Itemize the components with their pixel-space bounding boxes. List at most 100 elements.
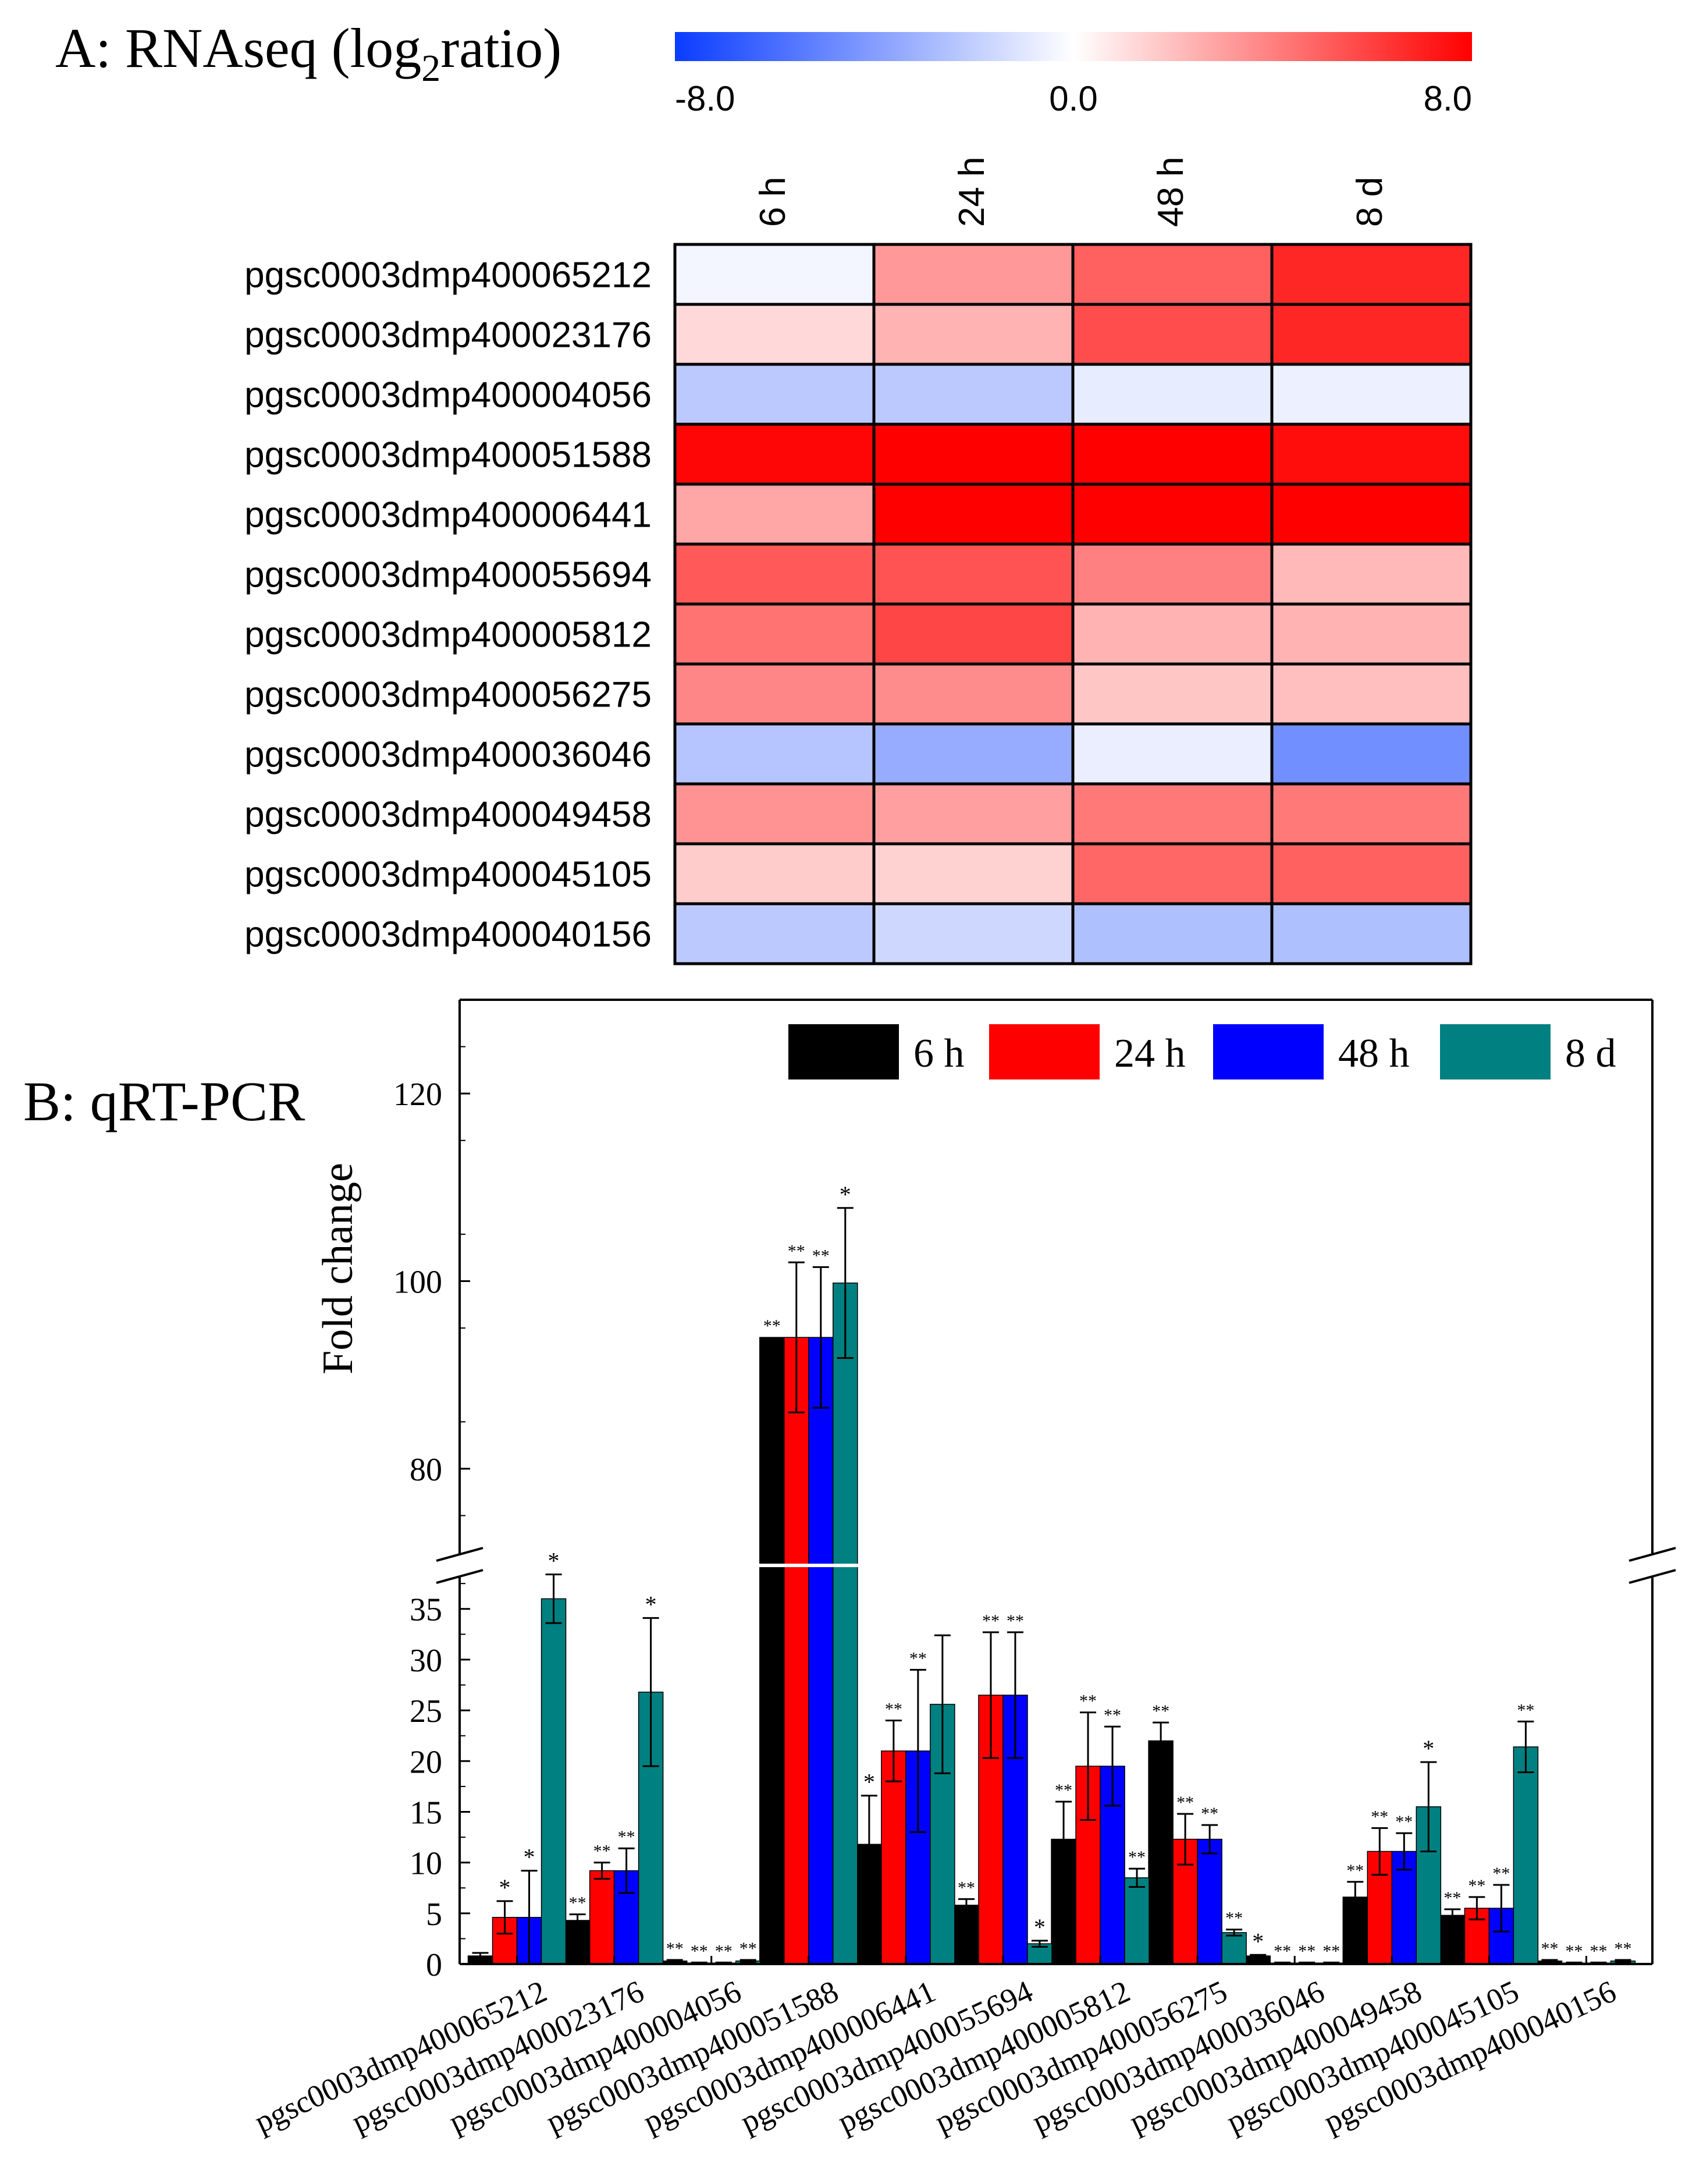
heatmap-row-label: pgsc0003dmp400055694 (244, 555, 652, 595)
bar-marks: ****************************************… (461, 1181, 1651, 1965)
colorbar-tick-label: 8.0 (1424, 79, 1472, 118)
bar-chart-title: B: qRT-PCR (23, 1070, 305, 1132)
heatmap-cell (1071, 303, 1274, 366)
y-tick-label: 35 (410, 1592, 442, 1628)
significance-label: * (645, 1591, 657, 1617)
significance-label: ** (739, 1939, 757, 1958)
heatmap-cell (1071, 842, 1274, 905)
significance-label: * (548, 1547, 560, 1574)
bar (954, 1905, 979, 1965)
heatmap-cell (1270, 722, 1473, 786)
heatmap-cell (872, 542, 1075, 606)
heatmap-cell (1071, 482, 1274, 546)
heatmap-cell (673, 363, 876, 426)
heatmap-cell (673, 422, 876, 486)
significance-label: ** (666, 1939, 684, 1958)
significance-label: ** (1322, 1941, 1340, 1961)
bar (759, 1337, 785, 1965)
significance-label: ** (885, 1700, 902, 1719)
legend: 6 h 24 h 48 h 8 d (788, 1024, 1616, 1079)
legend-swatch (989, 1024, 1100, 1079)
heatmap-cell (1071, 902, 1274, 965)
heatmap-row-label: pgsc0003dmp400023176 (244, 315, 652, 356)
y-tick-label: 0 (426, 1947, 442, 1983)
heatmap-cell (872, 902, 1075, 965)
heatmap-cell (872, 482, 1075, 546)
significance-label: ** (569, 1894, 586, 1913)
y-tick-label: 25 (410, 1693, 442, 1730)
y-tick-label: 80 (410, 1452, 442, 1488)
heatmap-cell (1071, 722, 1274, 786)
heatmap-cell (673, 902, 876, 965)
significance-label: ** (1298, 1941, 1315, 1961)
heatmap-cell (872, 722, 1075, 786)
significance-label: ** (1565, 1941, 1583, 1961)
axis-break-mark (436, 1569, 483, 1584)
heatmap-cell (1270, 363, 1473, 426)
significance-label: ** (1541, 1939, 1558, 1958)
heatmap-cell (673, 602, 876, 666)
significance-label: ** (1346, 1861, 1364, 1880)
heatmap-cell (872, 782, 1075, 846)
legend-label: 24 h (1114, 1031, 1186, 1076)
y-axis-label: Fold change (314, 1163, 362, 1375)
significance-label: ** (691, 1941, 708, 1961)
y-tick-label: 20 (410, 1744, 442, 1780)
heatmap-column-label: 48 h (1151, 157, 1191, 227)
heatmap-cell (1270, 782, 1473, 846)
significance-label: * (1252, 1928, 1264, 1954)
significance-label: ** (1590, 1941, 1607, 1961)
bar (1197, 1838, 1222, 1965)
axis-break-mark (436, 1547, 483, 1562)
significance-label: ** (1468, 1876, 1485, 1895)
heatmap-cells (673, 243, 1473, 965)
heatmap-cell (1270, 542, 1473, 606)
significance-label: ** (909, 1649, 927, 1668)
legend-swatch (788, 1024, 899, 1079)
axis-break-gap (461, 1564, 1651, 1567)
significance-label: * (863, 1769, 875, 1795)
legend-swatch (1213, 1024, 1324, 1079)
significance-label: ** (1104, 1706, 1121, 1725)
bar-chart: ****************************************… (249, 999, 1676, 2140)
colorbar-tick-label: 0.0 (1049, 79, 1097, 118)
heatmap-cell (673, 782, 876, 846)
heatmap-cell (1270, 662, 1473, 726)
heatmap-cell (872, 363, 1075, 426)
heatmap-row-labels: pgsc0003dmp400065212 pgsc0003dmp400023176… (244, 255, 652, 955)
heatmap-cell (673, 303, 876, 366)
heatmap-cell (1270, 243, 1473, 306)
significance-label: * (1423, 1735, 1434, 1762)
bar (784, 1337, 809, 1965)
heatmap-cell (1071, 422, 1274, 486)
colorbar (675, 32, 1472, 61)
heatmap-row-label: pgsc0003dmp400065212 (244, 255, 652, 296)
significance-label: ** (1201, 1804, 1218, 1823)
bar (1221, 1932, 1247, 1965)
significance-label: * (840, 1181, 851, 1208)
significance-label: ** (1274, 1941, 1291, 1961)
heatmap-cell (872, 842, 1075, 905)
significance-label: ** (763, 1316, 781, 1336)
significance-label: ** (1055, 1781, 1072, 1800)
bar (589, 1870, 615, 1965)
heatmap-cell (673, 542, 876, 606)
heatmap-row-label: pgsc0003dmp400005812 (244, 615, 652, 655)
heatmap-column-label: 8 d (1350, 177, 1390, 227)
significance-label: ** (1007, 1611, 1024, 1631)
heatmap-cell (1071, 363, 1274, 426)
legend-label: 6 h (913, 1031, 965, 1076)
heatmap-cell (1270, 303, 1473, 366)
significance-label: * (499, 1874, 511, 1901)
significance-label: ** (958, 1878, 975, 1897)
significance-label: ** (1176, 1793, 1194, 1812)
heatmap-cell (1270, 482, 1473, 546)
y-tick-label: 5 (426, 1897, 442, 1933)
heatmap-cell (872, 662, 1075, 726)
heatmap-title: A: RNAseq (log2ratio) (55, 17, 561, 90)
heatmap-cell (673, 722, 876, 786)
bar (881, 1750, 906, 1965)
heatmap-column-label: 24 h (952, 157, 992, 227)
heatmap-cell (673, 662, 876, 726)
